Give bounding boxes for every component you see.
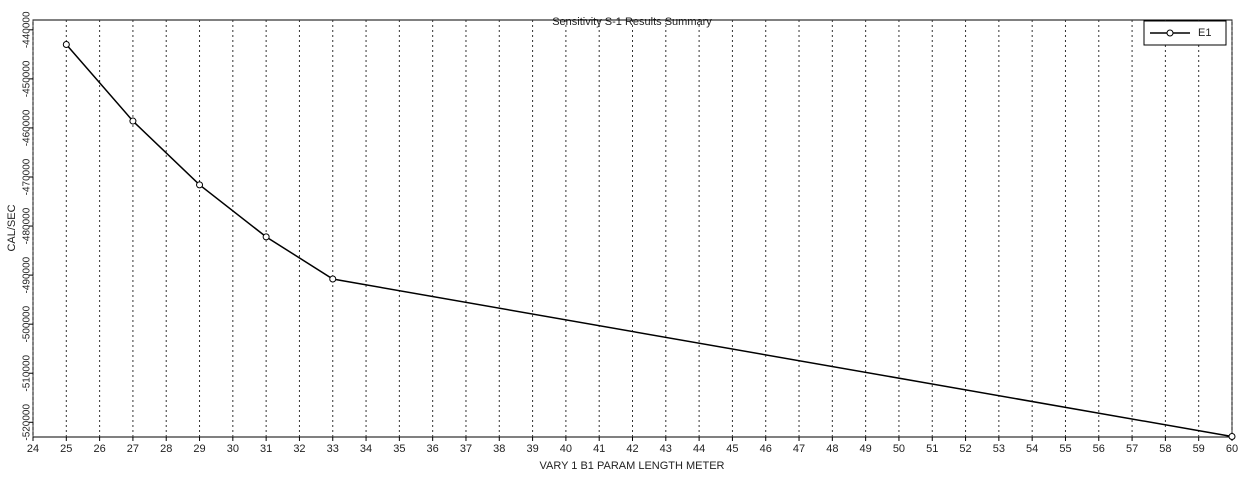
y-tick-label: -500000 xyxy=(22,305,33,342)
x-tick-label: 42 xyxy=(626,443,638,455)
x-tick-label: 36 xyxy=(427,443,439,455)
x-tick-label: 25 xyxy=(60,443,72,455)
point xyxy=(62,41,70,49)
x-tick-label: 59 xyxy=(1193,443,1205,455)
legend-marker xyxy=(1166,29,1174,37)
x-tick-label: 47 xyxy=(793,443,805,455)
x-axis-label: VARY 1 B1 PARAM LENGTH METER xyxy=(539,460,724,472)
x-tick-label: 56 xyxy=(1093,443,1105,455)
x-tick-label: 52 xyxy=(959,443,971,455)
x-tick-label: 29 xyxy=(193,443,205,455)
x-tick-label: 48 xyxy=(826,443,838,455)
point xyxy=(262,233,270,241)
x-tick-label: 26 xyxy=(93,443,105,455)
x-tick-label: 30 xyxy=(227,443,239,455)
y-tick-label: -510000 xyxy=(22,354,33,391)
plot-frame xyxy=(32,19,1233,438)
y-tick-label: -460000 xyxy=(22,109,33,146)
x-tick-label: 46 xyxy=(760,443,772,455)
x-tick-label: 32 xyxy=(293,443,305,455)
x-tick-label: 27 xyxy=(127,443,139,455)
y-tick-label: -470000 xyxy=(22,158,33,195)
x-tick-label: 44 xyxy=(693,443,705,455)
series-line xyxy=(65,44,1233,438)
point xyxy=(196,181,204,189)
legend-label: E1 xyxy=(1198,27,1211,39)
point xyxy=(129,117,137,125)
x-tick-label: 38 xyxy=(493,443,505,455)
x-tick-label: 37 xyxy=(460,443,472,455)
y-tick-label: -520000 xyxy=(22,403,33,440)
x-tick-label: 35 xyxy=(393,443,405,455)
x-tick-label: 49 xyxy=(860,443,872,455)
x-tick-label: 54 xyxy=(1026,443,1038,455)
x-tick-label: 40 xyxy=(560,443,572,455)
x-tick-label: 58 xyxy=(1159,443,1171,455)
point xyxy=(1228,433,1236,441)
x-tick-label: 28 xyxy=(160,443,172,455)
y-tick-label: -490000 xyxy=(22,256,33,293)
x-tick-label: 55 xyxy=(1059,443,1071,455)
x-tick-label: 34 xyxy=(360,443,372,455)
x-tick-label: 31 xyxy=(260,443,272,455)
x-tick-label: 60 xyxy=(1226,443,1238,455)
point xyxy=(329,275,337,283)
x-tick-label: 33 xyxy=(327,443,339,455)
x-tick-label: 45 xyxy=(726,443,738,455)
y-axis-label: CAL/SEC xyxy=(6,204,18,251)
x-tick-label: 39 xyxy=(526,443,538,455)
y-tick-label: -480000 xyxy=(22,207,33,244)
x-tick-label: 24 xyxy=(27,443,39,455)
y-tick-label: -440000 xyxy=(22,11,33,48)
x-tick-label: 53 xyxy=(993,443,1005,455)
y-tick-label: -450000 xyxy=(22,60,33,97)
x-tick-label: 41 xyxy=(593,443,605,455)
x-tick-label: 51 xyxy=(926,443,938,455)
x-tick-label: 57 xyxy=(1126,443,1138,455)
x-tick-label: 43 xyxy=(660,443,672,455)
x-tick-label: 50 xyxy=(893,443,905,455)
